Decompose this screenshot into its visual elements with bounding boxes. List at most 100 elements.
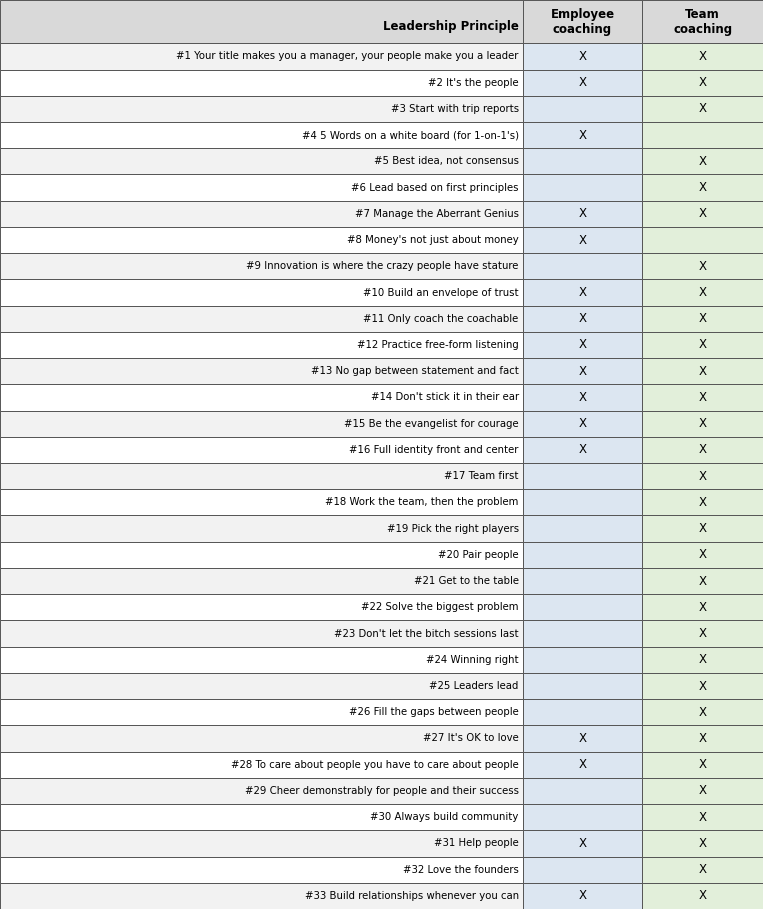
Bar <box>0 411 523 437</box>
Text: X: X <box>578 234 587 246</box>
Text: X: X <box>578 286 587 299</box>
Text: X: X <box>578 444 587 456</box>
Bar <box>0 883 523 909</box>
Text: X: X <box>578 128 587 142</box>
Bar <box>642 673 763 699</box>
Text: #1 Your title makes you a manager, your people make you a leader: #1 Your title makes you a manager, your … <box>176 52 519 62</box>
Bar <box>523 411 642 437</box>
Text: #17 Team first: #17 Team first <box>444 471 519 481</box>
Bar <box>0 804 523 830</box>
Bar <box>523 463 642 489</box>
Text: X: X <box>699 864 707 876</box>
Bar <box>642 752 763 778</box>
Bar <box>642 385 763 411</box>
Text: X: X <box>699 76 707 89</box>
Bar <box>0 69 523 95</box>
Text: #20 Pair people: #20 Pair people <box>438 550 519 560</box>
Text: X: X <box>578 732 587 745</box>
Bar <box>523 699 642 725</box>
Bar <box>642 568 763 594</box>
Text: X: X <box>578 365 587 378</box>
Text: X: X <box>699 207 707 220</box>
Bar <box>523 69 642 95</box>
Text: X: X <box>699 260 707 273</box>
Text: X: X <box>578 312 587 325</box>
Text: #33 Build relationships whenever you can: #33 Build relationships whenever you can <box>304 891 519 901</box>
Text: X: X <box>699 601 707 614</box>
Bar <box>523 0 642 44</box>
Bar <box>0 358 523 385</box>
Text: X: X <box>699 181 707 194</box>
Bar <box>0 175 523 201</box>
Bar <box>523 621 642 646</box>
Bar <box>0 699 523 725</box>
Bar <box>523 122 642 148</box>
Bar <box>642 883 763 909</box>
Bar <box>523 437 642 463</box>
Text: #22 Solve the biggest problem: #22 Solve the biggest problem <box>361 603 519 613</box>
Text: #26 Fill the gaps between people: #26 Fill the gaps between people <box>349 707 519 717</box>
Text: #28 To care about people you have to care about people: #28 To care about people you have to car… <box>231 760 519 770</box>
Bar <box>0 437 523 463</box>
Text: #30 Always build community: #30 Always build community <box>370 812 519 822</box>
Text: #23 Don't let the bitch sessions last: #23 Don't let the bitch sessions last <box>334 628 519 638</box>
Text: #24 Winning right: #24 Winning right <box>426 654 519 664</box>
Bar <box>0 752 523 778</box>
Text: #8 Money's not just about money: #8 Money's not just about money <box>347 235 519 245</box>
Bar <box>642 279 763 305</box>
Bar <box>523 883 642 909</box>
Text: #12 Practice free-form listening: #12 Practice free-form listening <box>357 340 519 350</box>
Text: #31 Help people: #31 Help people <box>434 838 519 848</box>
Text: X: X <box>699 680 707 693</box>
Bar <box>0 673 523 699</box>
Text: #6 Lead based on first principles: #6 Lead based on first principles <box>351 183 519 193</box>
Text: #10 Build an envelope of trust: #10 Build an envelope of trust <box>363 287 519 297</box>
Text: #14 Don't stick it in their ear: #14 Don't stick it in their ear <box>371 393 519 403</box>
Text: X: X <box>699 784 707 797</box>
Text: X: X <box>578 889 587 903</box>
Bar <box>642 411 763 437</box>
Bar <box>523 44 642 69</box>
Bar <box>0 253 523 279</box>
Bar <box>642 95 763 122</box>
Bar <box>642 725 763 752</box>
Text: X: X <box>699 811 707 824</box>
Bar <box>0 646 523 673</box>
Text: X: X <box>699 548 707 562</box>
Bar <box>523 175 642 201</box>
Text: #18 Work the team, then the problem: #18 Work the team, then the problem <box>325 497 519 507</box>
Bar <box>523 646 642 673</box>
Text: X: X <box>699 732 707 745</box>
Bar <box>0 594 523 621</box>
Bar <box>523 332 642 358</box>
Text: #4 5 Words on a white board (for 1-on-1's): #4 5 Words on a white board (for 1-on-1'… <box>301 130 519 140</box>
Text: #25 Leaders lead: #25 Leaders lead <box>430 681 519 691</box>
Bar <box>0 489 523 515</box>
Bar <box>0 0 523 44</box>
Bar <box>523 673 642 699</box>
Bar <box>642 621 763 646</box>
Bar <box>0 305 523 332</box>
Text: X: X <box>699 889 707 903</box>
Bar <box>523 489 642 515</box>
Bar <box>0 95 523 122</box>
Text: #29 Cheer demonstrably for people and their success: #29 Cheer demonstrably for people and th… <box>245 786 519 796</box>
Bar <box>523 515 642 542</box>
Text: Employee
coaching: Employee coaching <box>550 7 615 35</box>
Text: X: X <box>578 76 587 89</box>
Text: X: X <box>699 654 707 666</box>
Bar <box>642 175 763 201</box>
Bar <box>0 227 523 253</box>
Text: X: X <box>699 574 707 587</box>
Text: #2 It's the people: #2 It's the people <box>428 77 519 87</box>
Text: X: X <box>699 338 707 352</box>
Bar <box>523 279 642 305</box>
Bar <box>642 463 763 489</box>
Text: #15 Be the evangelist for courage: #15 Be the evangelist for courage <box>344 419 519 429</box>
Bar <box>0 44 523 69</box>
Bar <box>0 122 523 148</box>
Text: X: X <box>578 837 587 850</box>
Text: X: X <box>699 470 707 483</box>
Text: X: X <box>578 391 587 404</box>
Bar <box>0 830 523 856</box>
